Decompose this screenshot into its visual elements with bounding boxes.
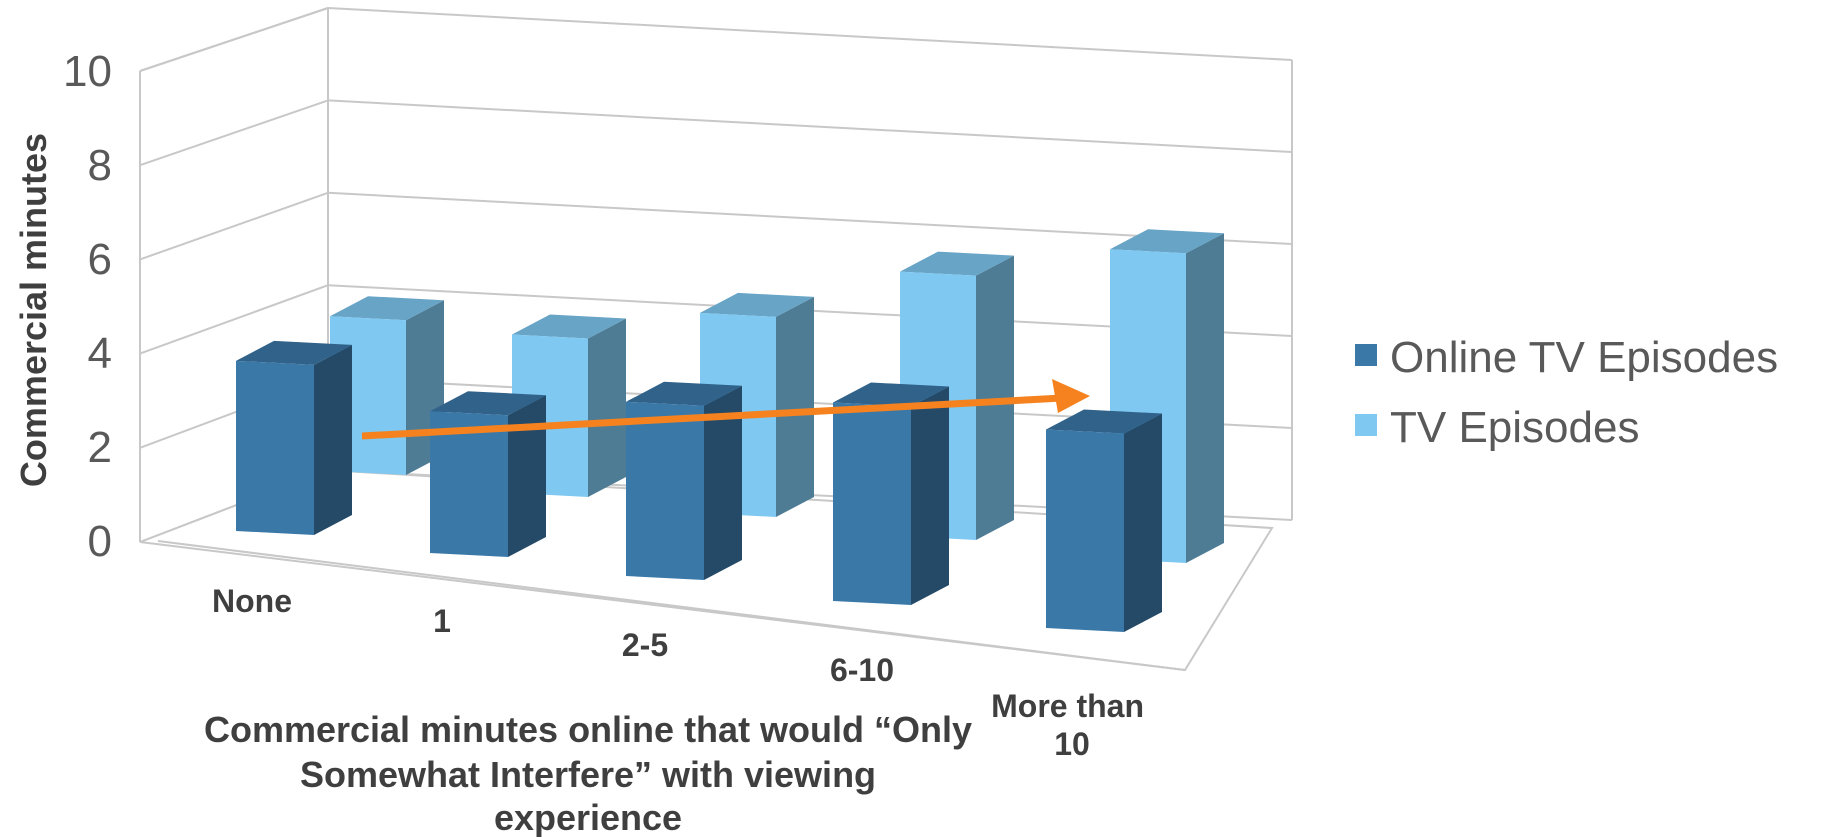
x-axis-title-line: Commercial minutes online that would “On…: [204, 709, 972, 750]
legend-swatch-tv: [1355, 414, 1377, 436]
bar-side-face: [1186, 233, 1224, 563]
bar-side-face: [588, 318, 626, 497]
trend-arrow: [361, 379, 1090, 440]
bar-top-face: [330, 296, 444, 321]
bar-side-face: [1124, 413, 1162, 632]
bar-side-face: [704, 385, 742, 580]
bar-front-face: [236, 360, 314, 535]
x-tick-label: 1: [433, 603, 451, 639]
bar-top-face: [1046, 409, 1162, 434]
y-tick-label: 10: [63, 47, 112, 96]
bar-side-face: [314, 344, 352, 535]
gridline: [327, 191, 1293, 245]
bar-top-face: [700, 292, 814, 317]
x-axis-title-line: experience: [494, 797, 682, 837]
bar-top-face: [512, 314, 626, 339]
y-tick-label: 8: [88, 141, 112, 190]
x-tick-label: 2-5: [622, 627, 668, 663]
bar-top-face: [430, 391, 546, 416]
y-axis-title: Commercial minutes: [13, 133, 54, 487]
legend-label: Online TV Episodes: [1390, 333, 1778, 382]
bar-online-tv-episodes: [626, 381, 742, 580]
bar-online-tv-episodes: [430, 391, 546, 557]
bar-side-face: [911, 386, 949, 605]
bar-front-face: [1046, 429, 1124, 632]
floor-front-edge: [157, 540, 1186, 671]
y-tick-label: 2: [88, 423, 112, 472]
bar-online-tv-episodes: [1046, 409, 1162, 632]
x-tick-label-line: More than: [991, 688, 1144, 724]
bar-top-face: [1110, 229, 1224, 254]
y-tick-label: 6: [88, 235, 112, 284]
x-tick-label: 6-10: [830, 652, 894, 688]
left-wall-top: [139, 7, 329, 72]
bar-side-face: [508, 395, 546, 557]
bar-top-face: [833, 382, 949, 407]
gridline: [327, 99, 1293, 153]
legend: Online TV Episodes TV Episodes: [1355, 333, 1778, 452]
y-tick-label: 0: [88, 517, 112, 566]
y-tick-label: 4: [88, 329, 112, 378]
bar-side-face: [776, 296, 814, 517]
bar-front-face: [833, 402, 911, 605]
bar-online-tv-episodes: [236, 340, 352, 535]
legend-label: TV Episodes: [1390, 403, 1639, 452]
bar-front-face: [430, 411, 508, 557]
gridline: [327, 7, 1293, 61]
x-tick-label: More than 10: [991, 688, 1153, 762]
x-tick-label: None: [212, 583, 292, 619]
bars-group: [236, 229, 1224, 632]
bar-top-face: [626, 381, 742, 406]
bar-front-face: [626, 401, 704, 580]
bar-side-face: [976, 255, 1014, 540]
legend-swatch-online: [1355, 344, 1377, 366]
gridline: [139, 99, 329, 167]
bar-top-face: [236, 340, 352, 365]
bar-online-tv-episodes: [833, 382, 949, 605]
x-axis-title-line: Somewhat Interfere” with viewing: [300, 754, 876, 795]
x-tick-label-line: 10: [1054, 726, 1090, 762]
gridline: [139, 284, 329, 355]
bar-top-face: [900, 251, 1014, 276]
gridline: [139, 191, 329, 261]
